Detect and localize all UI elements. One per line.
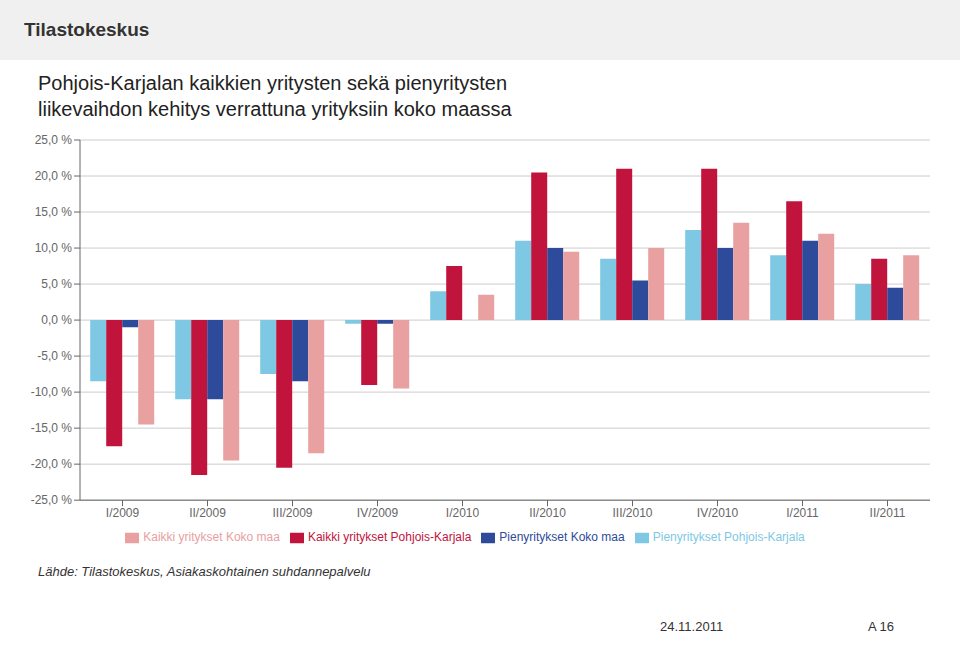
html-text:Pienyritykset Koko maa: Pienyritykset Koko maa	[499, 530, 625, 545]
html-text:Pohjois-Karjalan kaikkien yrit: Pohjois-Karjalan kaikkien yritysten sekä…	[38, 72, 508, 94]
svg-text:I/2011: I/2011	[786, 506, 819, 520]
html-text:Kaikki yritykset Koko maa: Kaikki yritykset Koko maa	[143, 530, 280, 545]
html-text:Pienyritykset Pohjois-Karjala: Pienyritykset Pohjois-Karjala	[652, 530, 805, 545]
svg-text:-20,0 %: -20,0 %	[31, 457, 73, 471]
svg-text:10,0 %: 10,0 %	[35, 241, 73, 255]
svg-text:25,0 %: 25,0 %	[35, 133, 73, 147]
html-text:Tilastokeskus: Tilastokeskus	[24, 19, 150, 40]
html-text:24.11.2011: 24.11.2011	[660, 619, 724, 634]
svg-text:II/2009: II/2009	[189, 506, 226, 520]
svg-text:-5,0 %: -5,0 %	[37, 349, 72, 363]
svg-text:I/2010: I/2010	[446, 506, 480, 520]
svg-text:II/2011: II/2011	[870, 506, 906, 520]
svg-text:-15,0 %: -15,0 %	[31, 421, 73, 435]
svg-text:IV/2010: IV/2010	[697, 506, 739, 520]
html-text:A 16: A 16	[868, 619, 894, 634]
svg-text:20,0 %: 20,0 %	[35, 169, 73, 183]
svg-text:0,0 %: 0,0 %	[41, 313, 72, 327]
svg-text:15,0 %: 15,0 %	[35, 205, 73, 219]
svg-text:II/2010: II/2010	[529, 506, 566, 520]
svg-text:-25,0 %: -25,0 %	[31, 493, 73, 507]
html-text:liikevaihdon kehitys verrattun: liikevaihdon kehitys verrattuna yrityksi…	[38, 98, 512, 120]
svg-text:I/2009: I/2009	[106, 506, 140, 520]
svg-text:-10,0 %: -10,0 %	[31, 385, 73, 399]
svg-text:IV/2009: IV/2009	[357, 506, 399, 520]
svg-text:III/2010: III/2010	[612, 506, 652, 520]
html-text:Kaikki yritykset Pohjois-Karja: Kaikki yritykset Pohjois-Karjala	[307, 530, 472, 545]
svg-text:III/2009: III/2009	[272, 506, 312, 520]
svg-text:5,0 %: 5,0 %	[41, 277, 72, 291]
html-text:Lähde: Tilastokeskus, Asiakask: Lähde: Tilastokeskus, Asiakaskohtainen s…	[38, 564, 371, 579]
